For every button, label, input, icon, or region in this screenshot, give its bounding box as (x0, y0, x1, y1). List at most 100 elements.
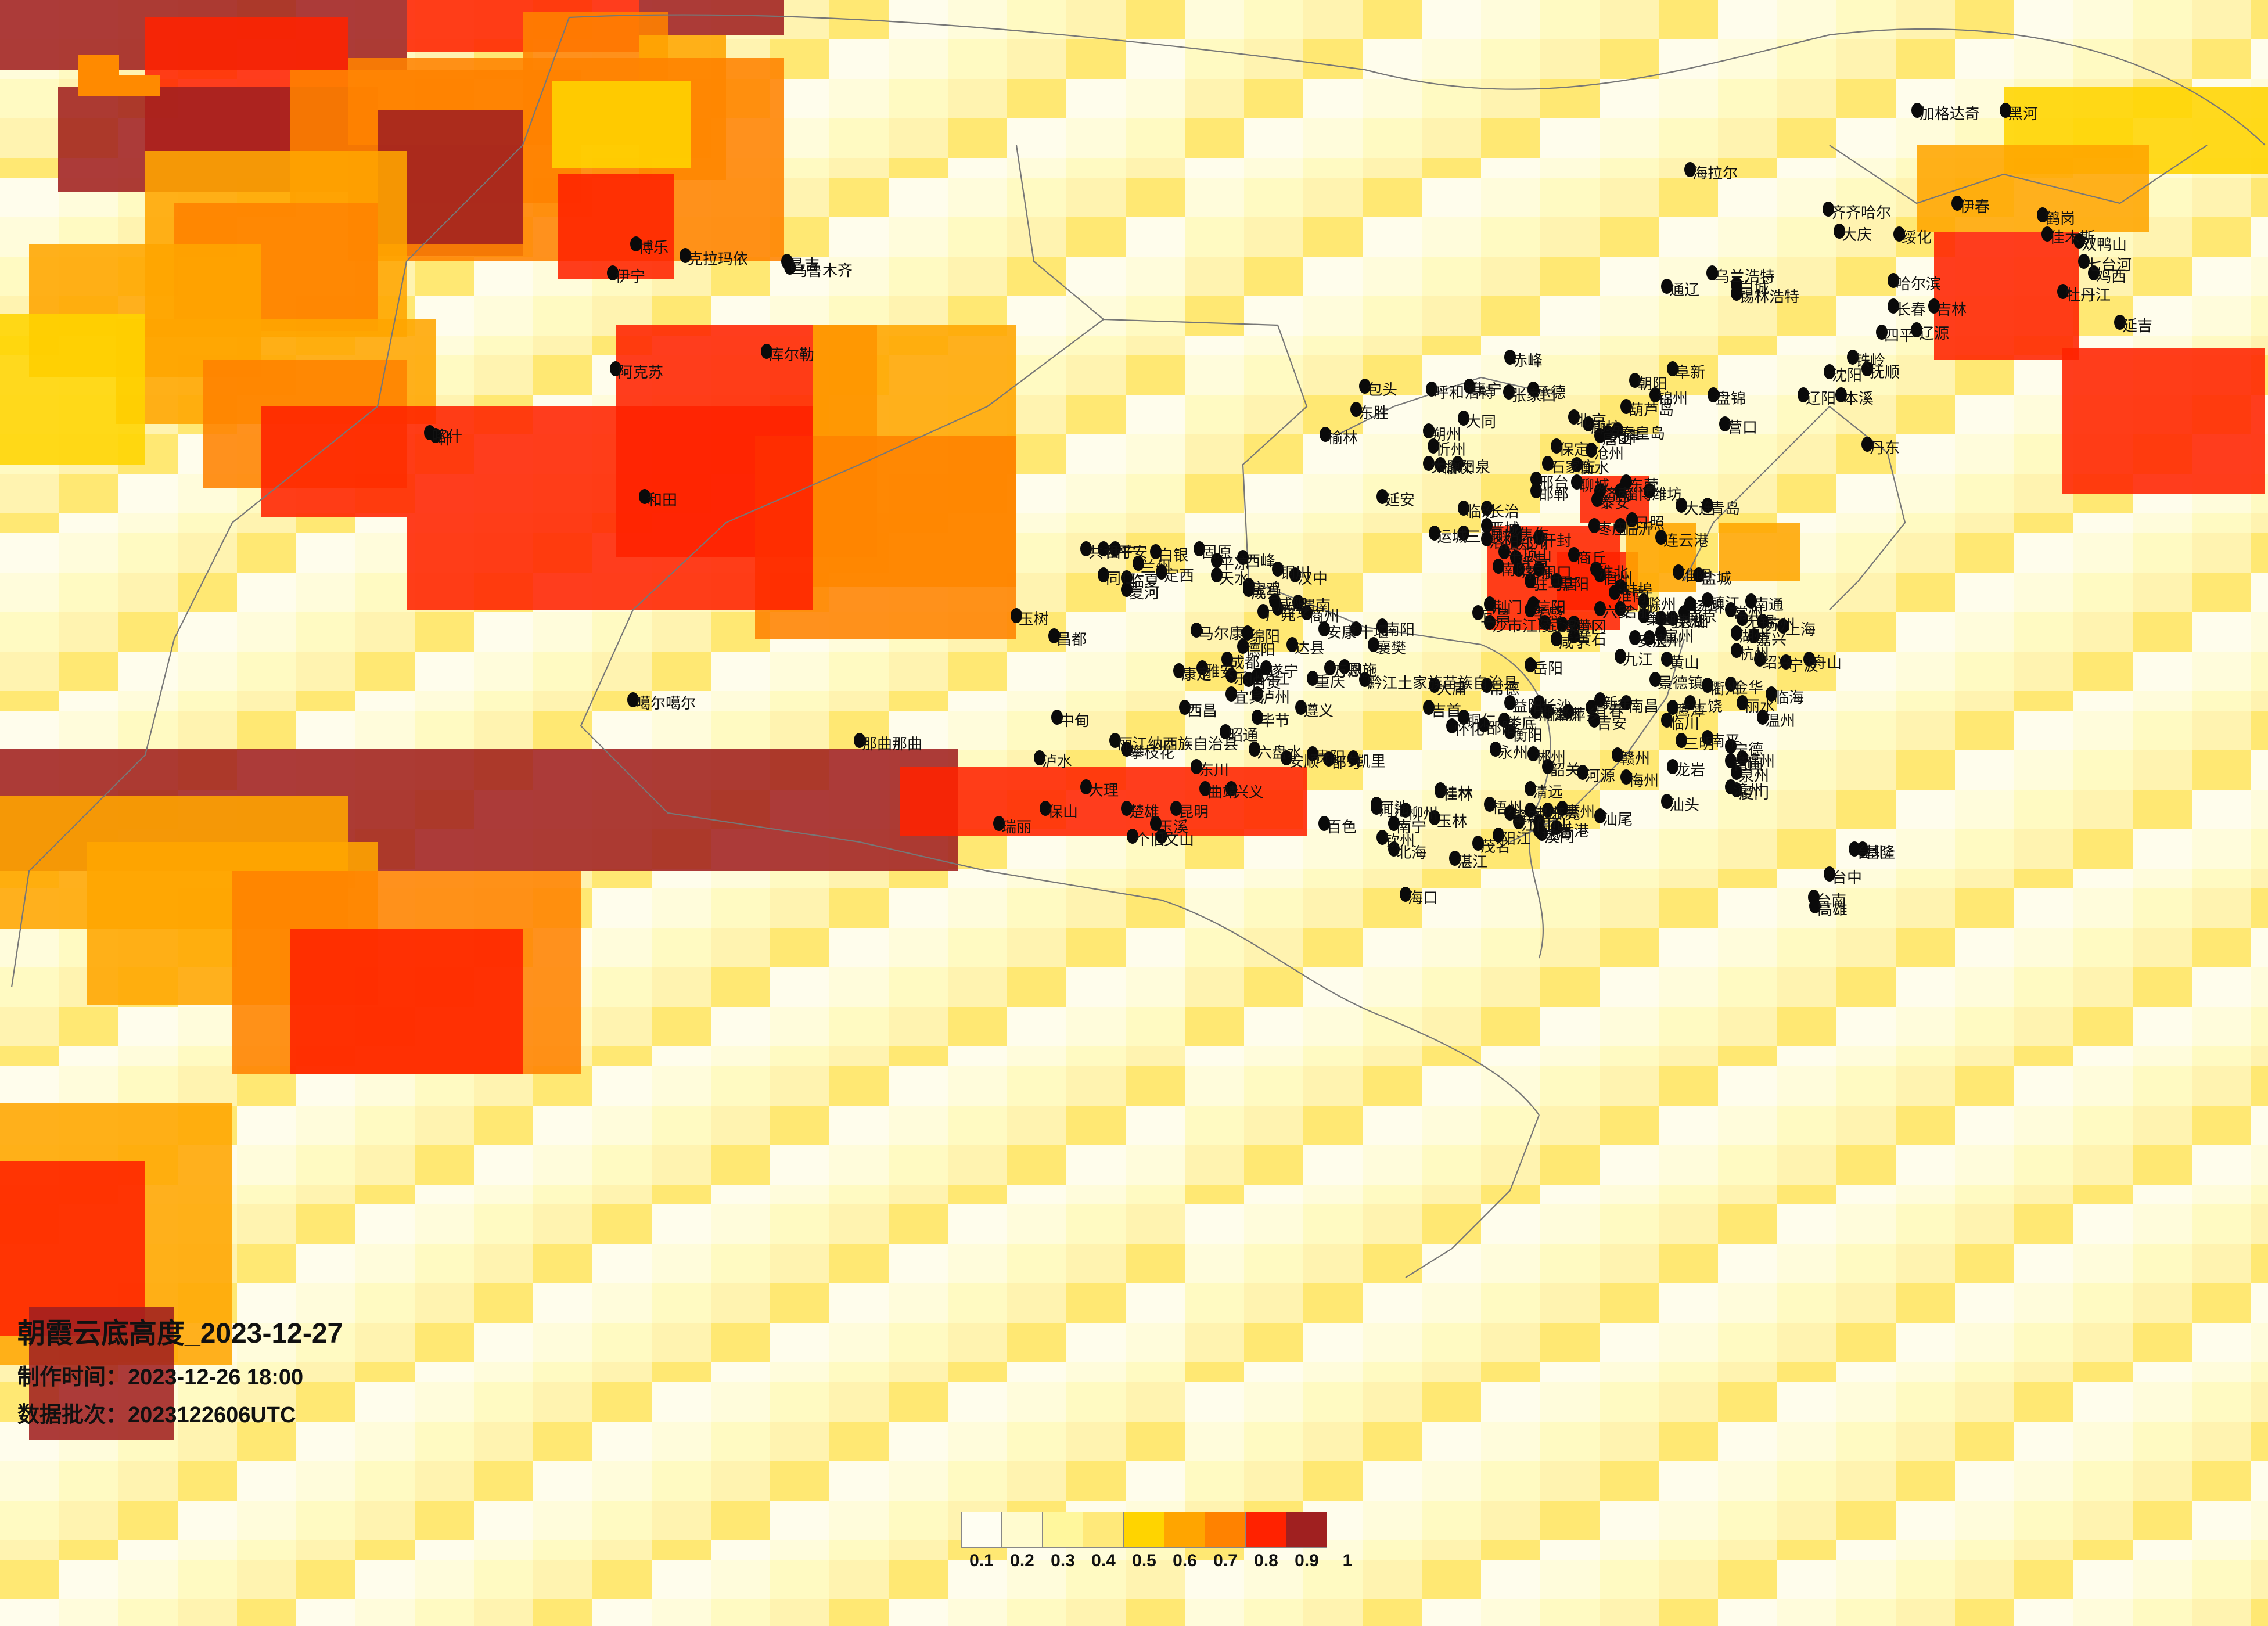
city-label-河池[interactable]: 河池 (1379, 799, 1409, 821)
city-label-怀化[interactable]: 怀化 (1454, 718, 1485, 739)
city-label-曲靖[interactable]: 曲靖 (1207, 780, 1238, 802)
city-label-上海[interactable]: 上海 (1785, 618, 1816, 639)
city-label-抚顺[interactable]: 抚顺 (1870, 361, 1900, 382)
city-label-乌鲁木齐[interactable]: 乌鲁木齐 (792, 259, 853, 280)
city-label-黄山[interactable]: 黄山 (1669, 651, 1699, 672)
city-label-遂宁[interactable]: 遂宁 (1268, 660, 1299, 681)
city-label-个旧[interactable]: 个旧 (1135, 828, 1165, 850)
city-label-楚雄[interactable]: 楚雄 (1129, 800, 1159, 822)
city-label-黔江土家族苗族自治县[interactable]: 黔江土家族苗族自治县 (1367, 671, 1518, 693)
city-label-台中[interactable]: 台中 (1832, 866, 1862, 887)
city-label-舟山[interactable]: 舟山 (1811, 651, 1842, 672)
city-label-大庆[interactable]: 大庆 (1842, 223, 1872, 244)
city-label-榆林[interactable]: 榆林 (1328, 426, 1358, 448)
city-label-中甸[interactable]: 中甸 (1059, 709, 1090, 731)
city-label-辽阳[interactable]: 辽阳 (1806, 387, 1836, 408)
city-label-温州[interactable]: 温州 (1765, 709, 1795, 731)
city-label-赤峰[interactable]: 赤峰 (1512, 349, 1543, 370)
city-label-包头[interactable]: 包头 (1367, 378, 1397, 400)
city-label-延吉[interactable]: 延吉 (2122, 314, 2152, 336)
city-label-海拉尔[interactable]: 海拉尔 (1692, 161, 1738, 183)
city-label-吉安[interactable]: 吉安 (1597, 712, 1627, 733)
city-label-营口[interactable]: 营口 (1727, 416, 1757, 437)
city-label-加格达奇[interactable]: 加格达奇 (1920, 102, 1980, 124)
city-label-辽源[interactable]: 辽源 (1919, 322, 1949, 343)
city-label-运城[interactable]: 运城 (1437, 525, 1467, 546)
city-label-集宁[interactable]: 集宁 (1472, 378, 1502, 400)
city-label-海口[interactable]: 海口 (1408, 886, 1438, 908)
city-label-基隆[interactable]: 基隆 (1865, 841, 1895, 862)
city-label-牡丹江[interactable]: 牡丹江 (2065, 283, 2111, 305)
city-label-汕头[interactable]: 汕头 (1669, 793, 1699, 815)
city-label-那曲那曲[interactable]: 那曲那曲 (862, 732, 922, 754)
city-label-白银[interactable]: 白银 (1158, 544, 1188, 565)
city-label-龙岩[interactable]: 龙岩 (1675, 758, 1705, 780)
city-label-东胜[interactable]: 东胜 (1358, 401, 1389, 423)
city-label-香港[interactable]: 香港 (1559, 819, 1589, 841)
city-label-盐城[interactable]: 盐城 (1701, 567, 1731, 588)
city-label-鹤岗[interactable]: 鹤岗 (2045, 207, 2075, 228)
city-label-本溪[interactable]: 本溪 (1843, 387, 1874, 408)
city-label-哈尔滨[interactable]: 哈尔滨 (1896, 272, 1941, 294)
city-label-伊宁[interactable]: 伊宁 (615, 265, 645, 286)
city-label-绥化[interactable]: 绥化 (1902, 226, 1932, 247)
city-label-阜阳[interactable]: 阜阳 (1559, 573, 1589, 594)
city-label-康定[interactable]: 康定 (1181, 663, 1212, 684)
city-label-六盘水[interactable]: 六盘水 (1257, 741, 1302, 762)
city-label-河源[interactable]: 河源 (1585, 764, 1615, 786)
city-label-榆次[interactable]: 榆次 (1443, 456, 1473, 478)
city-label-玉树[interactable]: 玉树 (1019, 607, 1049, 629)
city-label-双鸭山[interactable]: 双鸭山 (2082, 233, 2127, 254)
city-label-枣庄[interactable]: 枣庄 (1597, 517, 1627, 539)
city-label-铜川[interactable]: 铜川 (1280, 561, 1310, 582)
city-label-汕尾[interactable]: 汕尾 (1602, 808, 1633, 829)
city-label-沈阳[interactable]: 沈阳 (1832, 364, 1862, 385)
city-label-湛江[interactable]: 湛江 (1457, 850, 1487, 872)
city-label-贵阳[interactable]: 贵阳 (1315, 746, 1345, 767)
city-label-连云港[interactable]: 连云港 (1663, 529, 1709, 551)
city-label-赣州[interactable]: 赣州 (1620, 747, 1650, 768)
city-label-延安[interactable]: 延安 (1385, 488, 1415, 510)
city-label-沙市江陵[interactable]: 沙市江陵 (1492, 614, 1552, 636)
city-label-大同[interactable]: 大同 (1466, 410, 1496, 431)
color-scale-legend[interactable]: 0.1 0.2 0.3 0.4 0.5 0.6 0.7 0.8 0.9 1 (961, 1512, 1368, 1571)
city-label-瑞丽[interactable]: 瑞丽 (1001, 815, 1031, 837)
city-label-泰安[interactable]: 泰安 (1600, 491, 1630, 513)
city-label-吉林[interactable]: 吉林 (1936, 298, 1967, 319)
city-label-遵义[interactable]: 遵义 (1303, 699, 1334, 721)
city-label-丹东[interactable]: 丹东 (1870, 436, 1900, 458)
city-label-共和[interactable]: 共和 (1088, 541, 1119, 562)
city-label-北海[interactable]: 北海 (1396, 841, 1426, 862)
city-label-西峰[interactable]: 西峰 (1245, 549, 1275, 571)
city-label-潍坊[interactable]: 潍坊 (1652, 483, 1682, 504)
city-label-和田[interactable]: 和田 (647, 488, 677, 510)
city-label-马尔康[interactable]: 马尔康 (1199, 622, 1244, 643)
city-label-青岛[interactable]: 青岛 (1710, 497, 1740, 519)
city-label-博乐[interactable]: 博乐 (638, 236, 668, 257)
city-label-泸州[interactable]: 泸州 (1260, 686, 1290, 707)
city-label-库尔勒[interactable]: 库尔勒 (769, 343, 814, 365)
city-label-邯郸[interactable]: 邯郸 (1539, 483, 1569, 504)
city-label-岳阳[interactable]: 岳阳 (1533, 657, 1563, 678)
city-label-达县[interactable]: 达县 (1295, 636, 1325, 658)
city-label-丽江纳西族自治县[interactable]: 丽江纳西族自治县 (1117, 732, 1238, 754)
city-label-平安[interactable]: 平安 (1117, 541, 1148, 562)
city-label-临沂[interactable]: 临沂 (1623, 517, 1653, 539)
city-label-保山[interactable]: 保山 (1048, 800, 1078, 822)
city-label-固原[interactable]: 固原 (1202, 541, 1232, 562)
city-label-永州[interactable]: 永州 (1498, 741, 1528, 762)
city-label-大理[interactable]: 大理 (1088, 779, 1119, 800)
city-label-百色[interactable]: 百色 (1327, 815, 1357, 837)
city-label-临川[interactable]: 临川 (1669, 712, 1699, 733)
city-label-噶尔噶尔[interactable]: 噶尔噶尔 (635, 692, 696, 713)
city-label-西昌[interactable]: 西昌 (1187, 699, 1217, 721)
city-label-泸水[interactable]: 泸水 (1042, 750, 1072, 771)
city-label-张家口[interactable]: 张家口 (1511, 384, 1557, 405)
city-label-四平[interactable]: 四平 (1884, 324, 1914, 346)
city-label-玉林[interactable]: 玉林 (1437, 810, 1467, 831)
city-label-夏河[interactable]: 夏河 (1129, 581, 1159, 603)
city-label-恩施[interactable]: 恩施 (1347, 659, 1377, 680)
city-label-景德镇[interactable]: 景德镇 (1658, 671, 1703, 693)
city-label-凯里[interactable]: 凯里 (1356, 750, 1386, 771)
city-label-东川[interactable]: 东川 (1199, 758, 1229, 780)
